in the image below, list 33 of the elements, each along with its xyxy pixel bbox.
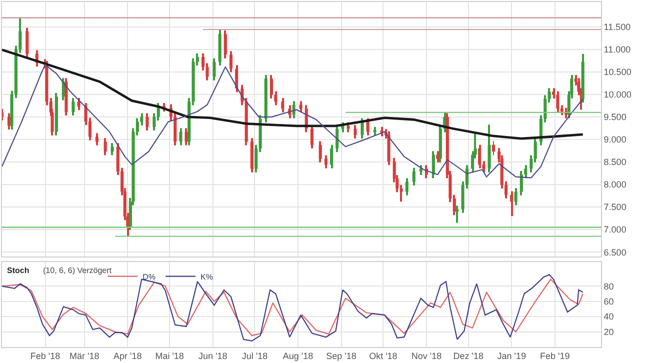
x-tick-label: Aug '18: [282, 350, 314, 361]
x-tick-label: Jul '18: [242, 350, 268, 361]
y-tick-label: 10.000: [604, 90, 632, 100]
text: Stoch: [7, 266, 30, 275]
x-tick-label: Apr '18: [114, 350, 142, 361]
y-tick-label: 7.500: [604, 202, 626, 212]
x-tick-label: Jun '18: [198, 350, 228, 361]
y-tick-label: 8.500: [604, 157, 626, 168]
y-tick-label: 9.500: [604, 112, 626, 122]
text: (10, 6, 6) Verzögert: [43, 266, 112, 275]
x-tick-label: Nov '18: [411, 350, 442, 361]
y-tick-label: 11.000: [604, 44, 631, 54]
x-tick-label: Mai '18: [155, 350, 184, 361]
y-tick-label: 11.500: [604, 22, 631, 32]
y-tick-label: 60: [604, 296, 614, 306]
y-tick-label: 6.500: [604, 247, 626, 258]
y-tick-label: 9.000: [604, 134, 626, 145]
x-tick-label: Feb '18: [30, 350, 60, 361]
y-tick-label: 40: [604, 312, 614, 322]
x-tick-label: Jan '19: [497, 350, 526, 361]
y-tick-label: 8.000: [604, 180, 626, 190]
x-tick-label: Feb '19: [540, 350, 570, 361]
x-tick-label: Dez '18: [453, 350, 484, 361]
x-tick-label: Sep '18: [326, 350, 356, 361]
y-tick-label: 20: [604, 326, 614, 337]
line-series: [2, 48, 584, 140]
legend-label: D%: [142, 272, 156, 282]
x-tick-label: Mär '18: [70, 350, 100, 361]
y-tick-label: 80: [604, 281, 614, 292]
y-tick-label: 7.000: [604, 224, 626, 235]
y-tick-label: 10.500: [604, 67, 632, 77]
legend-label: K%: [200, 272, 213, 282]
x-tick-label: Okt '18: [369, 350, 398, 361]
